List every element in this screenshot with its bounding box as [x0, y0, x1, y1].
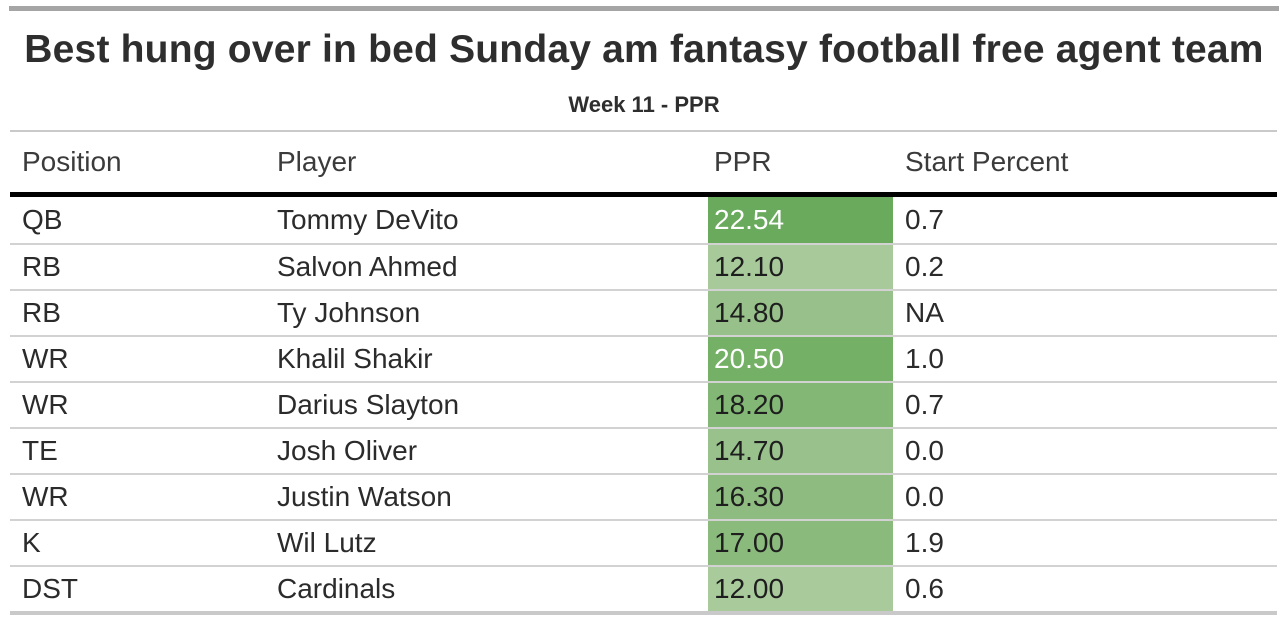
table-row: WR Justin Watson 16.30 0.0 [10, 473, 1277, 519]
player-cell: Wil Lutz [277, 527, 377, 558]
table-row: WR Khalil Shakir 20.50 1.0 [10, 335, 1277, 381]
column-header-player: Player [277, 146, 357, 177]
position-cell: WR [22, 343, 69, 374]
player-cell: Josh Oliver [277, 435, 418, 466]
start-percent-cell: 0.0 [905, 481, 944, 512]
top-divider-bar [9, 6, 1279, 11]
position-cell: WR [22, 481, 69, 512]
start-percent-cell: 0.6 [905, 573, 944, 604]
start-percent-cell: 0.2 [905, 251, 944, 282]
player-cell: Darius Slayton [277, 389, 460, 420]
column-header-position: Position [22, 146, 122, 177]
table-row: K Wil Lutz 17.00 1.9 [10, 519, 1277, 565]
start-percent-cell: 0.0 [905, 435, 944, 466]
start-percent-cell: 1.9 [905, 527, 944, 558]
ppr-cell: 12.10 [708, 245, 893, 289]
player-cell: Tommy DeVito [277, 204, 459, 235]
player-cell: Ty Johnson [277, 297, 421, 328]
position-cell: WR [22, 389, 69, 420]
start-percent-cell: 0.7 [905, 204, 944, 235]
position-cell: TE [22, 435, 58, 466]
ppr-cell: 17.00 [708, 521, 893, 565]
position-cell: RB [22, 297, 61, 328]
start-percent-cell: 0.7 [905, 389, 944, 420]
ppr-cell: 14.70 [708, 429, 893, 473]
position-cell: QB [22, 204, 63, 235]
position-cell: RB [22, 251, 61, 282]
column-header-start-percent: Start Percent [905, 146, 1069, 177]
table-row: TE Josh Oliver 14.70 0.0 [10, 427, 1277, 473]
table-row: RB Salvon Ahmed 12.10 0.2 [10, 243, 1277, 289]
ppr-cell: 20.50 [708, 337, 893, 381]
ppr-cell: 14.80 [708, 291, 893, 335]
start-percent-cell: NA [905, 297, 944, 328]
position-cell: DST [22, 573, 78, 604]
player-cell: Cardinals [277, 573, 396, 604]
ppr-cell: 16.30 [708, 475, 893, 519]
ppr-cell: 18.20 [708, 383, 893, 427]
table-row: DST Cardinals 12.00 0.6 [10, 565, 1277, 611]
player-cell: Khalil Shakir [277, 343, 433, 374]
table-header-row: Position Player PPR Start Percent [10, 132, 1277, 197]
table-row: WR Darius Slayton 18.20 0.7 [10, 381, 1277, 427]
position-cell: K [22, 527, 41, 558]
player-cell: Salvon Ahmed [277, 251, 458, 282]
table-row: RB Ty Johnson 14.80 NA [10, 289, 1277, 335]
page-subtitle: Week 11 - PPR [568, 92, 720, 117]
table-row: QB Tommy DeVito 22.54 0.7 [10, 197, 1277, 243]
column-header-ppr: PPR [714, 146, 772, 177]
ppr-cell: 22.54 [708, 197, 893, 243]
page-title: Best hung over in bed Sunday am fantasy … [24, 28, 1264, 71]
player-cell: Justin Watson [277, 481, 452, 512]
start-percent-cell: 1.0 [905, 343, 944, 374]
ppr-cell: 12.00 [708, 567, 893, 611]
fantasy-table: Position Player PPR Start Percent QB Tom… [10, 130, 1277, 615]
